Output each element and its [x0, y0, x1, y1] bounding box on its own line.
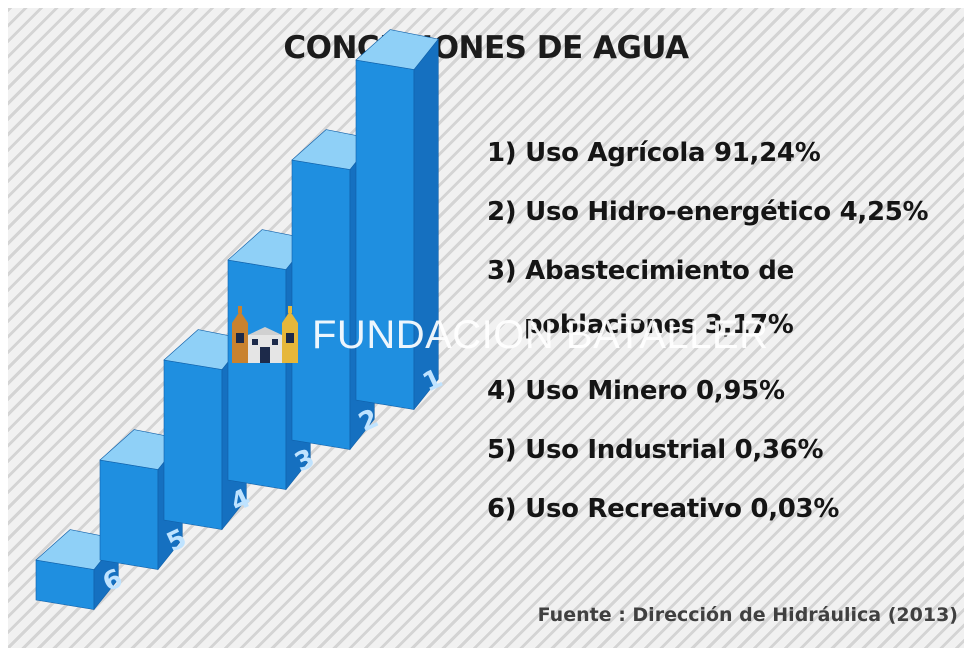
source-note: Fuente : Dirección de Hidráulica (2013)	[537, 604, 958, 626]
legend-item-1-text: 1) Uso Agrícola 91,24%	[487, 138, 821, 168]
bar-3-front	[227, 259, 287, 490]
bar-1-top	[355, 29, 439, 70]
legend-item-4-text: 4) Uso Minero 0,95%	[487, 376, 785, 406]
bar-4-front	[163, 359, 223, 530]
legend-item-5-text: 5) Uso Industrial 0,36%	[487, 435, 824, 465]
chart-title: CONCESIONES DE AGUA	[283, 30, 689, 66]
legend-item-3-text-cont: poblaciones 3,17%	[524, 310, 794, 340]
legend-item-6: 6) Uso Recreativo 0,03%	[487, 494, 839, 524]
legend-item-5: 5) Uso Industrial 0,36%	[487, 435, 824, 465]
legend-item-3-text: 3) Abastecimiento de	[487, 256, 794, 286]
watermark: FUNDACION BATALLER	[230, 305, 768, 365]
bar-5-front	[99, 459, 159, 570]
legend-item-1: 1) Uso Agrícola 91,24%	[487, 138, 821, 168]
legend-item-2-text: 2) Uso Hidro-energético 4,25%	[487, 197, 929, 227]
bar-1: 1	[355, 29, 447, 411]
legend-item-4: 4) Uso Minero 0,95%	[487, 376, 785, 406]
bar-6: 6	[35, 529, 127, 611]
legend-item-2: 2) Uso Hidro-energético 4,25%	[487, 197, 929, 227]
legend-item-3: 3) Abastecimiento de poblaciones 3,17%	[487, 256, 794, 340]
church-towers-logo-icon	[232, 306, 298, 363]
watermark-text: FUNDACION BATALLER	[312, 312, 769, 357]
legend-item-6-text: 6) Uso Recreativo 0,03%	[487, 494, 840, 524]
